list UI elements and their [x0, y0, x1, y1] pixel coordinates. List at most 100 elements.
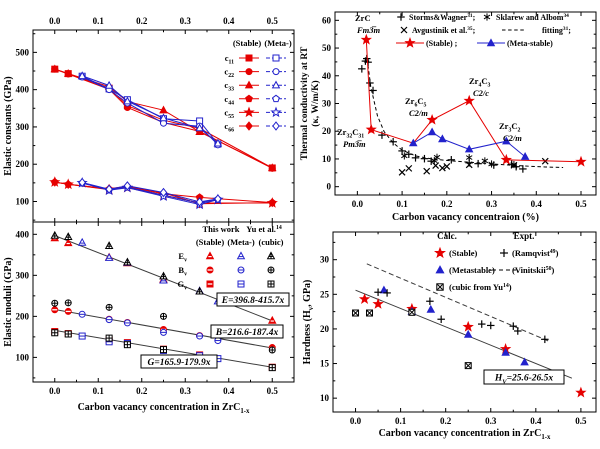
- svg-text:fitting31;: fitting31;: [542, 26, 571, 35]
- svg-text:0.2: 0.2: [136, 16, 148, 26]
- svg-text:c66: c66: [224, 121, 234, 134]
- legend: This work Yu et al.14 (Stable) (Meta-) (cubi…: [177, 224, 283, 292]
- series-sklarew-albom: [401, 152, 518, 169]
- svg-text:300: 300: [16, 270, 30, 280]
- svg-text:0.4: 0.4: [223, 386, 235, 396]
- svg-text:E=396.8-415.7x: E=396.8-415.7x: [221, 296, 285, 306]
- svg-text:Hardness (Hv, GPa): Hardness (Hv, GPa): [302, 280, 315, 365]
- axes: 0.0 0.1 0.2 0.3 0.4 0.5 0 10 20 30 40 50 60: [322, 11, 597, 209]
- svg-text:0.1: 0.1: [396, 199, 408, 209]
- svg-text:Storms&Wagner31;: Storms&Wagner31;: [409, 13, 476, 22]
- svg-text:60: 60: [322, 15, 332, 25]
- svg-text:c11: c11: [225, 53, 234, 66]
- svg-text:Elastic moduli (GPa): Elastic moduli (GPa): [3, 257, 14, 346]
- svg-text:0.5: 0.5: [267, 386, 279, 396]
- series-G-cubic: [51, 329, 276, 372]
- svg-text:0.5: 0.5: [575, 199, 587, 209]
- legend: Storms&Wagner31; Sklarew and Albom34 Avgus…: [396, 13, 571, 48]
- svg-text:20: 20: [322, 126, 332, 136]
- svg-text:50: 50: [322, 43, 332, 53]
- series-meta-stable: [408, 127, 530, 160]
- svg-text:Fm3̅m: Fm3̅m: [356, 25, 381, 35]
- svg-text:Avgustinik et al.35;: Avgustinik et al.35;: [412, 26, 476, 35]
- svg-text:(Stable): (Stable): [233, 38, 262, 48]
- svg-text:(Meta-): (Meta-): [227, 237, 255, 247]
- svg-text:0.4: 0.4: [531, 199, 543, 209]
- axis-titles: Elastic moduli (GPa) Carbon vacancy conce…: [3, 257, 250, 415]
- axis-titles: Thermal conductivity at RT (κ, W/m/K) Carb…: [300, 46, 539, 223]
- equation-box: G=165.9-179.9x: [140, 354, 218, 369]
- svg-text:This work: This work: [202, 224, 239, 234]
- svg-text:Gv: Gv: [177, 279, 187, 292]
- axes: 0.0 0.1 0.2 0.3 0.4 0.5 10 15 20 25 30: [320, 231, 597, 426]
- panel-thermal-conductivity: 0.0 0.1 0.2 0.3 0.4 0.5 0 10 20 30 40 50 60 Thermal c…: [300, 11, 597, 223]
- svg-text:0.0: 0.0: [49, 386, 61, 396]
- equation-box: HV=25.6-26.5x: [483, 369, 565, 386]
- svg-text:30: 30: [322, 99, 332, 109]
- svg-text:Calc.: Calc.: [437, 231, 457, 241]
- svg-text:10: 10: [320, 393, 330, 403]
- svg-text:G=165.9-179.9x: G=165.9-179.9x: [148, 358, 211, 368]
- svg-text:0.4: 0.4: [530, 416, 542, 426]
- svg-text:0.0: 0.0: [350, 416, 362, 426]
- svg-text:Sklarew and Albom34: Sklarew and Albom34: [496, 13, 569, 22]
- svg-text:(κ, W/m/K): (κ, W/m/K): [310, 80, 321, 126]
- svg-text:(Meta-): (Meta-): [264, 38, 292, 48]
- panel-elastic-constants: 0.0 0.1 0.2 0.3 0.4 0.5 100 200 300 400 500 Elastic…: [3, 16, 295, 223]
- legend: Calc. Expt. (Stable) (Metastable) (cubic fro…: [433, 231, 559, 292]
- series-avgustinik: [398, 157, 549, 176]
- axis-titles: Hardness (Hv, GPa) Carbon vacancy concent…: [302, 280, 551, 441]
- annotation-zrc: ZrC Fm3̅m: [355, 13, 381, 35]
- svg-text:300: 300: [16, 122, 30, 132]
- svg-text:40: 40: [322, 71, 332, 81]
- svg-text:(cubic): (cubic): [258, 237, 283, 247]
- svg-text:0.2: 0.2: [136, 386, 148, 396]
- svg-text:c55: c55: [224, 107, 234, 120]
- series-ramqvist: [374, 288, 549, 344]
- svg-text:0.3: 0.3: [180, 16, 192, 26]
- svg-text:0: 0: [327, 182, 332, 192]
- svg-text:B=216.6-187.4x: B=216.6-187.4x: [215, 328, 279, 338]
- series-c66-meta: [78, 177, 222, 207]
- fit-line: [355, 289, 573, 379]
- svg-text:HV=25.6-26.5x: HV=25.6-26.5x: [494, 374, 554, 386]
- svg-text:(Stable): (Stable): [449, 248, 478, 258]
- svg-text:Thermal conductivity at RT: Thermal conductivity at RT: [300, 46, 310, 160]
- svg-text:Zr32C31: Zr32C31: [337, 127, 364, 140]
- equation-box: E=396.8-415.7x: [216, 292, 290, 307]
- series-E-cubic: [50, 230, 204, 295]
- svg-text:0.1: 0.1: [93, 16, 105, 26]
- svg-text:Carbon vacancy concentration i: Carbon vacancy concentration in ZrC1-x: [78, 402, 250, 415]
- svg-text:500: 500: [16, 47, 30, 57]
- svg-text:400: 400: [16, 229, 30, 239]
- svg-text:Zr4C3: Zr4C3: [469, 76, 491, 89]
- svg-text:0.3: 0.3: [485, 416, 497, 426]
- series-cubic-from-yu: [352, 308, 472, 370]
- panel-hardness: 0.0 0.1 0.2 0.3 0.4 0.5 10 15 20 25 30 Hardness (Hv…: [302, 231, 597, 441]
- svg-text:Bv: Bv: [178, 265, 187, 278]
- svg-text:Pm3̅m: Pm3̅m: [343, 139, 366, 149]
- series-c22-meta: [78, 73, 222, 149]
- series-fitting: [366, 59, 564, 168]
- svg-text:30: 30: [320, 255, 330, 265]
- svg-text:(Meta-stable): (Meta-stable): [507, 39, 553, 48]
- svg-text:Zr3C2: Zr3C2: [499, 121, 521, 134]
- svg-text:0.2: 0.2: [440, 416, 452, 426]
- svg-text:0.4: 0.4: [223, 16, 235, 26]
- svg-text:(Stable): (Stable): [196, 237, 225, 247]
- series-c11-meta: [78, 72, 222, 148]
- axis-titles: Elastic constants (GPa): [3, 76, 14, 175]
- svg-text:0.2: 0.2: [441, 199, 453, 209]
- svg-text:(Ramqvist49): (Ramqvist49): [512, 248, 559, 258]
- svg-text:0.0: 0.0: [352, 199, 364, 209]
- svg-text:0.5: 0.5: [267, 16, 279, 26]
- series-storms-wagner: [358, 54, 527, 173]
- axes: 0.0 0.1 0.2 0.3 0.4 0.5 100 200 300 400: [16, 221, 295, 396]
- fit-line: [366, 263, 550, 342]
